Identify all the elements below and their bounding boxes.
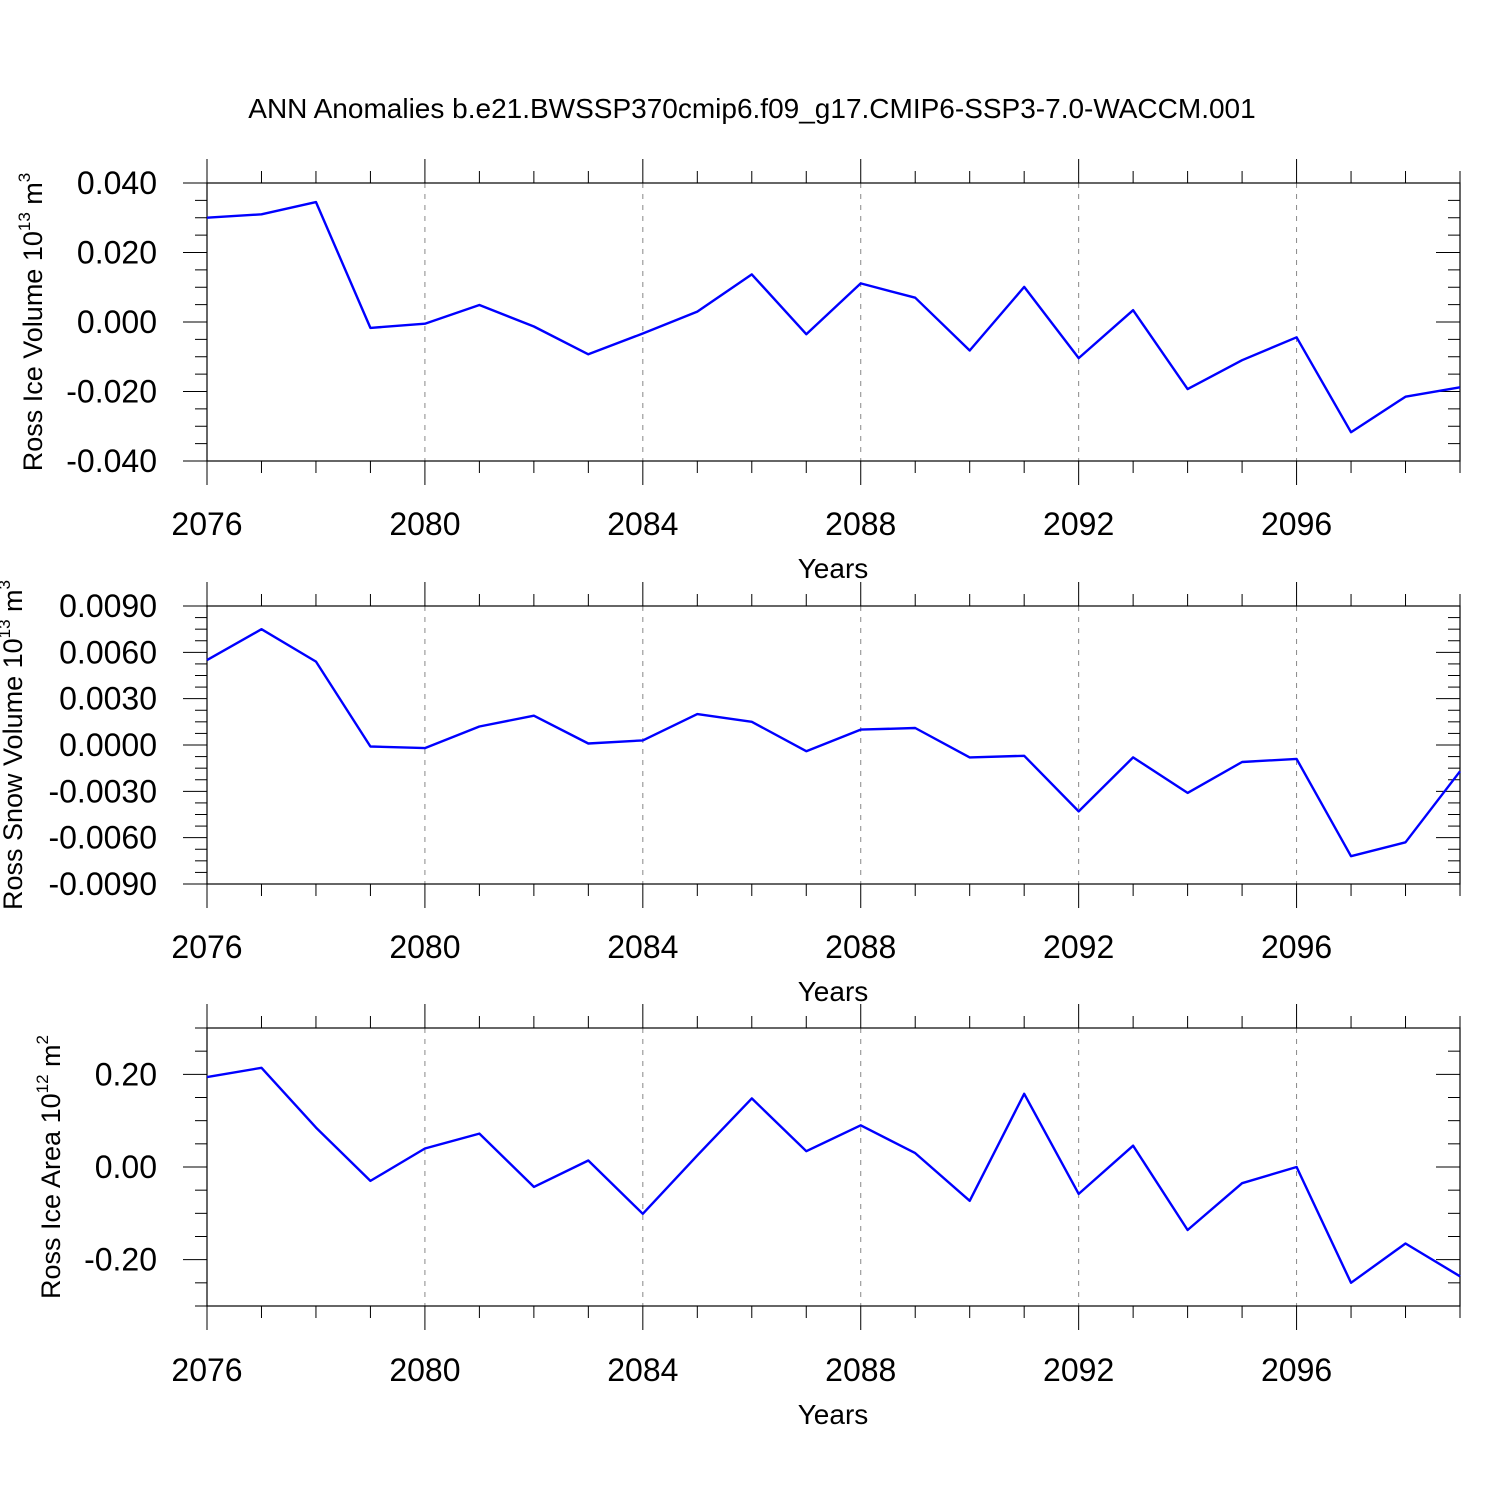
x-tick-label: 2084 — [607, 506, 678, 542]
x-tick-label: 2076 — [171, 929, 242, 965]
x-tick-label: 2092 — [1043, 929, 1114, 965]
x-tick-label: 2084 — [607, 929, 678, 965]
y-axis-label: Ross Ice Area 1012 m2 — [33, 1035, 66, 1299]
plot-frame — [206, 605, 1461, 885]
x-tick-label: 2080 — [389, 1352, 460, 1388]
y-tick-label: -0.20 — [84, 1242, 157, 1278]
x-tick-label: 2096 — [1261, 1352, 1332, 1388]
y-tick-label: 0.0090 — [59, 588, 157, 624]
y-tick-label: -0.0060 — [48, 820, 157, 856]
y-tick-label: -0.0030 — [48, 773, 157, 809]
x-tick-label: 2080 — [389, 506, 460, 542]
y-tick-label: 0.000 — [77, 304, 157, 340]
y-tick-label: 0.020 — [77, 235, 157, 271]
x-axis-label: Years — [798, 1399, 869, 1430]
panel-1: 2076 2080 2084 2088 2092 2096 Years 0.040 0.020 0… — [15, 159, 1461, 584]
panel-3: 2076 2080 2084 2088 2092 2096 Years 0.20 0.00 -0.… — [33, 1004, 1461, 1430]
x-tick-label: 2076 — [171, 506, 242, 542]
y-tick-label: 0.20 — [95, 1056, 157, 1092]
x-axis-label: Years — [798, 976, 869, 1007]
panel-2: 2076 2080 2084 2088 2092 2096 Years 0.0090 0.006… — [0, 580, 1461, 1007]
y-axis-label: Ross Ice Volume 1013 m3 — [15, 173, 48, 472]
x-tick-label: 2088 — [825, 506, 896, 542]
y-tick-label: -0.040 — [66, 443, 157, 479]
x-tick-label: 2096 — [1261, 929, 1332, 965]
figure-title: ANN Anomalies b.e21.BWSSP370cmip6.f09_g1… — [248, 93, 1255, 124]
series-line — [206, 200, 1461, 434]
y-tick-label: 0.0060 — [59, 634, 157, 670]
y-axis-label: Ross Snow Volume 1013 m3 — [0, 580, 28, 910]
x-tick-label: 2088 — [825, 929, 896, 965]
x-tick-label: 2080 — [389, 929, 460, 965]
x-tick-label: 2092 — [1043, 1352, 1114, 1388]
y-tick-label: -0.020 — [66, 374, 157, 410]
y-tick-label: -0.0090 — [48, 866, 157, 902]
y-tick-label: 0.00 — [95, 1149, 157, 1185]
y-tick-label: 0.040 — [77, 165, 157, 201]
x-tick-label: 2076 — [171, 1352, 242, 1388]
series-line — [206, 1066, 1461, 1285]
plot-frame — [206, 182, 1461, 462]
x-tick-label: 2092 — [1043, 506, 1114, 542]
x-axis-label: Years — [798, 553, 869, 584]
x-tick-label: 2088 — [825, 1352, 896, 1388]
x-tick-label: 2096 — [1261, 506, 1332, 542]
y-tick-label: 0.0030 — [59, 681, 157, 717]
series-line — [206, 628, 1461, 858]
x-tick-label: 2084 — [607, 1352, 678, 1388]
panels: 2076 2080 2084 2088 2092 2096 Years 0.040 0.020 0… — [0, 159, 1461, 1430]
y-tick-label: 0.0000 — [59, 727, 157, 763]
